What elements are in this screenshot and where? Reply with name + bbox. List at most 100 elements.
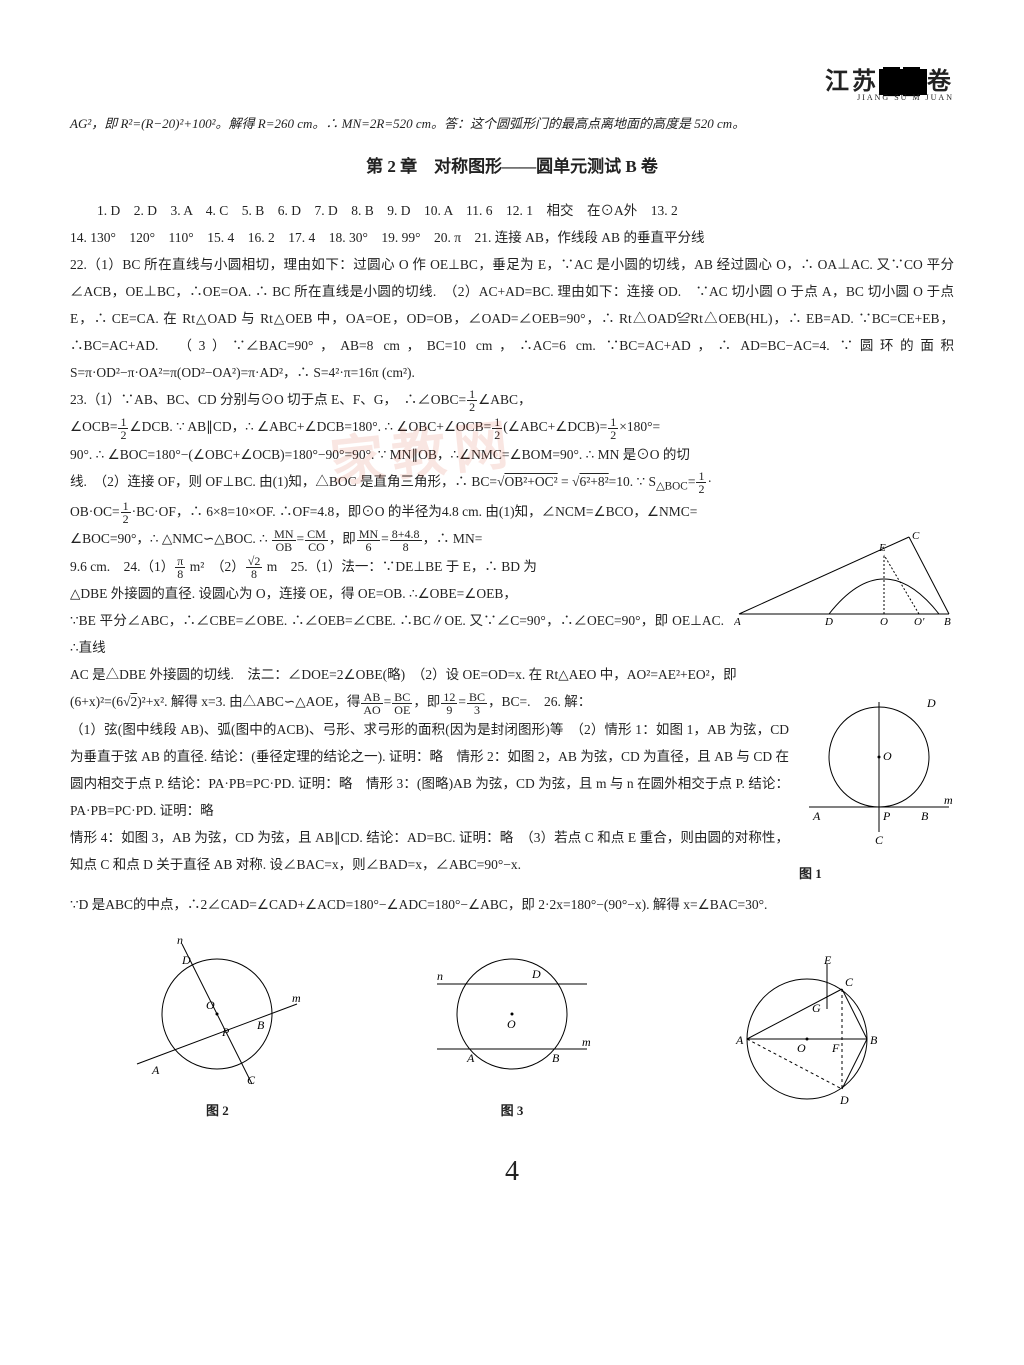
body-text: 家教网 1. D 2. D 3. A 4. C 5. B 6. D 7. D 8… [70,197,954,1200]
svg-text:G: G [812,1001,821,1015]
q23-frag: ∠DCB. ∵ AB∥CD，∴ ∠ABC+∠DCB=180°. ∴ ∠OBC+∠… [129,419,491,434]
q23-frag: =10. ∵ S [609,474,656,489]
fraction-half: 12 [118,416,128,441]
fraction-sqrt2-8: √28 [246,555,263,580]
svg-text:E: E [878,542,886,554]
q23-frag: ∠BOC=90°，∴ △NMC∽△BOC. ∴ [70,531,271,546]
geometry-figure-1: A B C O D O' E [734,529,954,629]
fraction-bc-3: BC3 [467,691,487,716]
svg-text:B: B [921,809,929,823]
q24-frag: 9.6 cm. 24.（1） [70,559,174,574]
fraction-12-9: 129 [441,691,457,716]
svg-text:D: D [531,967,541,981]
q25-frag: (6+x)²=(6 [70,694,123,709]
svg-text:D: D [926,696,936,710]
radical: 6²+8² [579,474,608,489]
radical: OB²+OC² [504,474,557,489]
svg-text:C: C [912,530,920,542]
fraction-ab-ao: ABAO [361,691,382,716]
svg-text:m: m [292,991,301,1005]
fraction-half: 12 [696,470,706,495]
svg-text:O': O' [914,616,925,628]
figure-row: n D O P B m A C 图 2 n D [70,934,954,1124]
q23-frag: OB·OC= [70,504,120,519]
svg-text:A: A [735,1033,744,1047]
svg-text:n: n [437,969,443,983]
figure-3: n D O A B m 图 3 [417,934,607,1124]
q23-line5: OB·OC=12·BC·OF，∴ 6×8=10×OF. ∴OF=4.8，即⊙O … [70,498,954,525]
geom1-svg: A B C O D O' E [734,529,954,629]
svg-text:B: B [870,1033,878,1047]
q25-frag: ，BC= [488,694,527,709]
q23-line1: 23.（1）∵AB、BC、CD 分别与⊙O 切于点 E、F、G， ∴∠OBC=1… [70,386,954,413]
figure-4: E C G A O F B D [712,954,902,1124]
svg-text:O: O [206,998,215,1012]
page-number: 4 [70,1144,954,1200]
fraction-mn-ob: MNOB [272,528,295,553]
q23-line4: 线. （2）连接 OF，则 OF⊥BC. 由(1)知，△BOC 是直角三角形，∴… [70,468,954,498]
q25-line3: AC 是△DBE 外接圆的切线. 法二：∠DOE=2∠OBE(略) （2）设 O… [70,661,954,688]
q25-frag: ，即 [413,694,440,709]
fraction-mn6: MN6 [357,528,380,553]
q23-frag: ·BC·OF，∴ 6×8=10×OF. ∴OF=4.8，即⊙O 的半径为4.8 … [132,504,698,519]
svg-text:C: C [875,833,884,847]
fig3-svg: n D O A B m [417,934,607,1094]
q23-line3: 90°. ∴ ∠BOC=180°−(∠OBC+∠OCB)=180°−90°=90… [70,441,954,468]
fig4-svg: E C G A O F B D [712,954,902,1124]
q23-line2: ∠OCB=12∠DCB. ∵ AB∥CD，∴ ∠ABC+∠DCB=180°. ∴… [70,413,954,440]
svg-text:C: C [247,1073,256,1087]
figure-1: D O A P B C m 图 1 [799,692,954,887]
q25-frag: . 26. 解： [527,694,591,709]
svg-text:P: P [882,809,891,823]
fig3-caption: 图 3 [417,1098,607,1124]
q23-frag: 23.（1）∵AB、BC、CD 分别与⊙O 切于点 E、F、G， ∴∠OBC= [70,392,466,407]
svg-text:B: B [552,1051,560,1065]
fig2-svg: n D O P B m A C [122,934,312,1094]
q24-frag: m 25.（1）法一：∵DE⊥BE 于 E，∴ BD 为 [263,559,537,574]
svg-text:O: O [883,749,892,763]
svg-text:D: D [181,953,191,967]
fraction-half: 12 [608,416,618,441]
svg-text:F: F [831,1041,840,1055]
fraction-half: 12 [121,500,131,525]
q23-frag: (∠ABC+∠DCB)= [503,419,607,434]
answers-row-2: 14. 130° 120° 110° 15. 4 16. 2 17. 4 18.… [70,224,954,251]
svg-text:O: O [507,1017,516,1031]
fraction-half: 12 [492,416,502,441]
page-content: 江苏██卷 JIANG SU M JUAN AG²，即 R²=(R−20)²+1… [70,60,954,1200]
q23-frag: · [707,474,712,489]
continuation-line: AG²，即 R²=(R−20)²+100²。解得 R=260 cm。∴ MN=2… [70,112,954,137]
fraction-cm-co: CMCO [305,528,328,553]
svg-text:m: m [582,1035,591,1049]
svg-text:B: B [257,1018,265,1032]
fraction-pi8: π8 [175,555,185,580]
q23-frag: 线. （2）连接 OF，则 OF⊥BC. 由(1)知，△BOC 是直角三角形，∴… [70,474,497,489]
q26-d: ∵D 是ABC的中点，∴2∠CAD=∠CAD+∠ACD=180°−∠ADC=18… [70,891,954,918]
svg-text:A: A [466,1051,475,1065]
q23-frag: ×180°= [619,419,660,434]
svg-text:D: D [839,1093,849,1107]
svg-text:n: n [177,934,183,947]
q23-frag: ，∴ MN= [423,531,483,546]
q23-frag: ∠ABC， [478,392,531,407]
figure-2: n D O P B m A C 图 2 [122,934,312,1124]
svg-text:E: E [823,954,832,967]
svg-text:B: B [944,616,951,628]
chapter-title: 第 2 章 对称图形——圆单元测试 B 卷 [70,151,954,183]
q23-frag: ∠OCB= [70,419,117,434]
svg-text:A: A [734,616,741,628]
svg-text:A: A [151,1063,160,1077]
svg-text:C: C [845,975,854,989]
q23-frag: ，即 [329,531,356,546]
fig2-caption: 图 2 [122,1098,312,1124]
q25-frag: )²+x². 解得 x=3. 由△ABC∽△AOE，得 [137,694,360,709]
header-pinyin: JIANG SU M JUAN [857,90,954,105]
subscript: △BOC [656,480,688,492]
fraction-bc-oe: BCOE [392,691,412,716]
svg-text:A: A [812,809,821,823]
fig1-caption: 图 1 [799,861,954,887]
svg-text:P: P [221,1025,230,1039]
answers-row-1: 1. D 2. D 3. A 4. C 5. B 6. D 7. D 8. B … [70,197,954,224]
svg-text:D: D [824,616,833,628]
header: 江苏██卷 JIANG SU M JUAN [70,60,954,100]
